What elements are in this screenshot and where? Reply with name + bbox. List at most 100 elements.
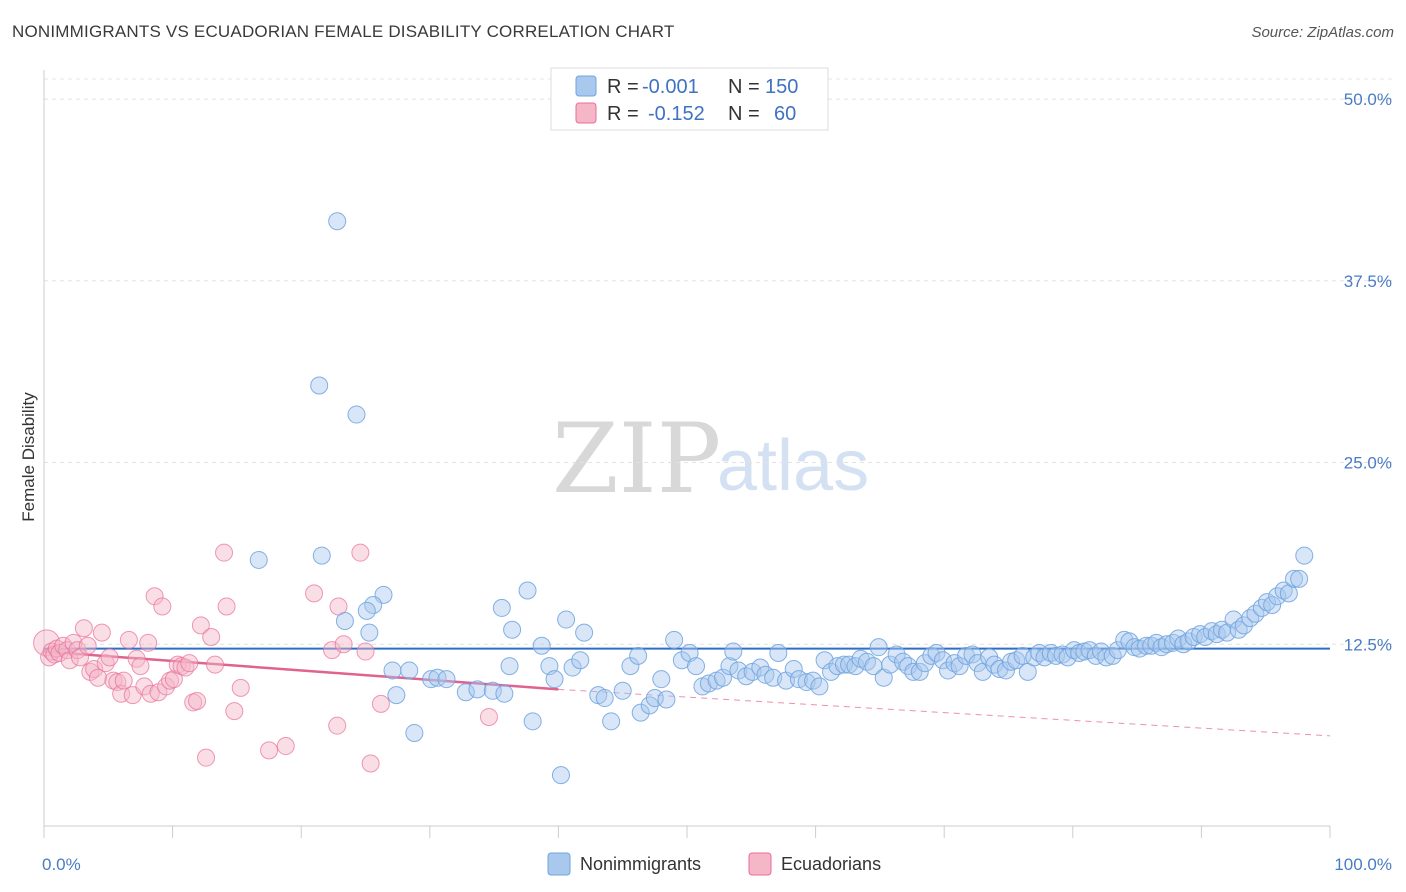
legend-box [550,67,829,131]
nonimmigrants-point [1252,598,1271,617]
nonimmigrants-point [310,376,329,395]
nonimmigrants-point [422,670,441,689]
nonimmigrants-point [910,662,929,681]
nonimmigrants-point [456,683,475,702]
ecuadorians-point [153,597,172,616]
bottom-legend-label-nonimmigrants: Nonimmigrants [580,854,701,874]
ecuadorians-trend-extension [558,688,1331,737]
nonimmigrants-point [874,668,893,687]
ecuadorians-point [108,673,127,692]
ecuadorians-point [202,628,221,646]
ecuadorians-point [92,623,111,642]
nonimmigrants-point [652,670,671,689]
legend-n-label-ecuadorians: N = [728,103,760,125]
nonimmigrants-point [1234,616,1253,635]
nonimmigrants-point [680,643,699,662]
nonimmigrants-point [665,630,684,649]
bottom-legend-label-ecuadorians: Ecuadorians [781,854,881,874]
y-tick-label-3: 50.0% [1344,90,1392,109]
nonimmigrants-point [950,657,969,676]
nonimmigrants-point [563,658,582,677]
nonimmigrants-point [1058,648,1077,667]
watermark-atlas: atlas [717,426,869,506]
nonimmigrants-point [687,657,706,676]
ecuadorians-point [74,619,93,638]
nonimmigrants-point [500,657,519,676]
y-axis-label: Female Disability [19,392,38,522]
ecuadorians-point [60,651,79,670]
ecuadorians-point [180,654,199,673]
legend-r-value-nonimmigrants: -0.001 [642,76,699,98]
ecuadorians-point [100,648,119,667]
nonimmigrants-point [357,601,376,620]
ecuadorians-point [145,587,164,606]
ecuadorians-point [119,630,138,649]
tick-labels: 12.5% 25.0% 37.5% 50.0% 0.0% 100.0% [42,90,1392,874]
nonimmigrants-point [595,689,614,708]
nonimmigrants-point [1047,646,1066,665]
grid-lines [44,78,1392,645]
nonimmigrants-point [387,686,406,705]
ecuadorians-point [334,635,353,654]
legend-swatch-ecuadorians [575,102,597,124]
nonimmigrants-point [1274,581,1293,600]
ecuadorians-point [131,657,150,676]
y-tick-label-2: 37.5% [1344,272,1392,291]
nonimmigrants-point [1295,546,1314,565]
watermark-zip: ZIP [552,403,721,515]
nonimmigrants-point [545,670,564,689]
ecuadorians-point [260,741,279,760]
nonimmigrants-point [769,643,788,662]
nonimmigrants-point [1103,646,1122,665]
nonimmigrants-point [1041,643,1060,662]
nonimmigrants-point [1174,635,1193,654]
nonimmigrants-point [1097,648,1116,667]
legend-n-label-nonimmigrants: N = [728,76,760,98]
nonimmigrants-point [1257,593,1276,612]
ecuadorians-point [141,684,160,703]
bottom-legend-swatch-ecuadorians [748,852,772,876]
ecuadorians-point [139,633,158,652]
axes [43,70,1331,838]
ecuadorians-point [276,737,295,756]
ecuadorians-point [197,748,216,767]
nonimmigrants-point [602,712,621,731]
nonimmigrants-point [1169,629,1188,648]
nonimmigrants-point [631,703,650,722]
ecuadorians-point [188,691,207,710]
nonimmigrants-point [915,654,934,673]
ecuadorians-point [42,642,61,661]
ecuadorians-point [85,659,104,678]
ecuadorians-point [328,716,347,735]
nonimmigrants-point [335,612,354,631]
chart-source: Source: ZipAtlas.com [1251,24,1394,41]
nonimmigrants-points [249,212,1314,785]
nonimmigrants-point [492,598,511,617]
nonimmigrants-point [714,668,733,687]
ecuadorians-point [114,671,133,690]
nonimmigrants-point [575,623,594,642]
nonimmigrants-point [887,645,906,664]
nonimmigrants-point [571,651,590,670]
nonimmigrants-point [532,636,551,655]
nonimmigrants-point [629,646,648,665]
legend: R = -0.001 N = 150 R = -0.152 N = 60 [550,67,829,131]
nonimmigrants-point [957,646,976,665]
nonimmigrants-point [400,661,419,680]
ecuadorians-point [215,543,234,562]
ecuadorians-point [356,642,375,661]
nonimmigrants-point [933,651,952,670]
nonimmigrants-point [1218,623,1237,642]
x-tick-label-0: 0.0% [42,855,81,874]
nonimmigrants-point [922,646,941,665]
bottom-legend-swatch-nonimmigrants [547,852,571,876]
nonimmigrants-point [945,654,964,673]
nonimmigrants-point [1263,596,1282,615]
nonimmigrants-point [621,657,640,676]
nonimmigrants-point [483,681,502,700]
nonimmigrants-point [1290,569,1309,588]
nonimmigrants-point [1137,636,1156,655]
ecuadorians-point [68,641,87,660]
nonimmigrants-point [1284,569,1303,588]
nonimmigrants-point [869,638,888,657]
